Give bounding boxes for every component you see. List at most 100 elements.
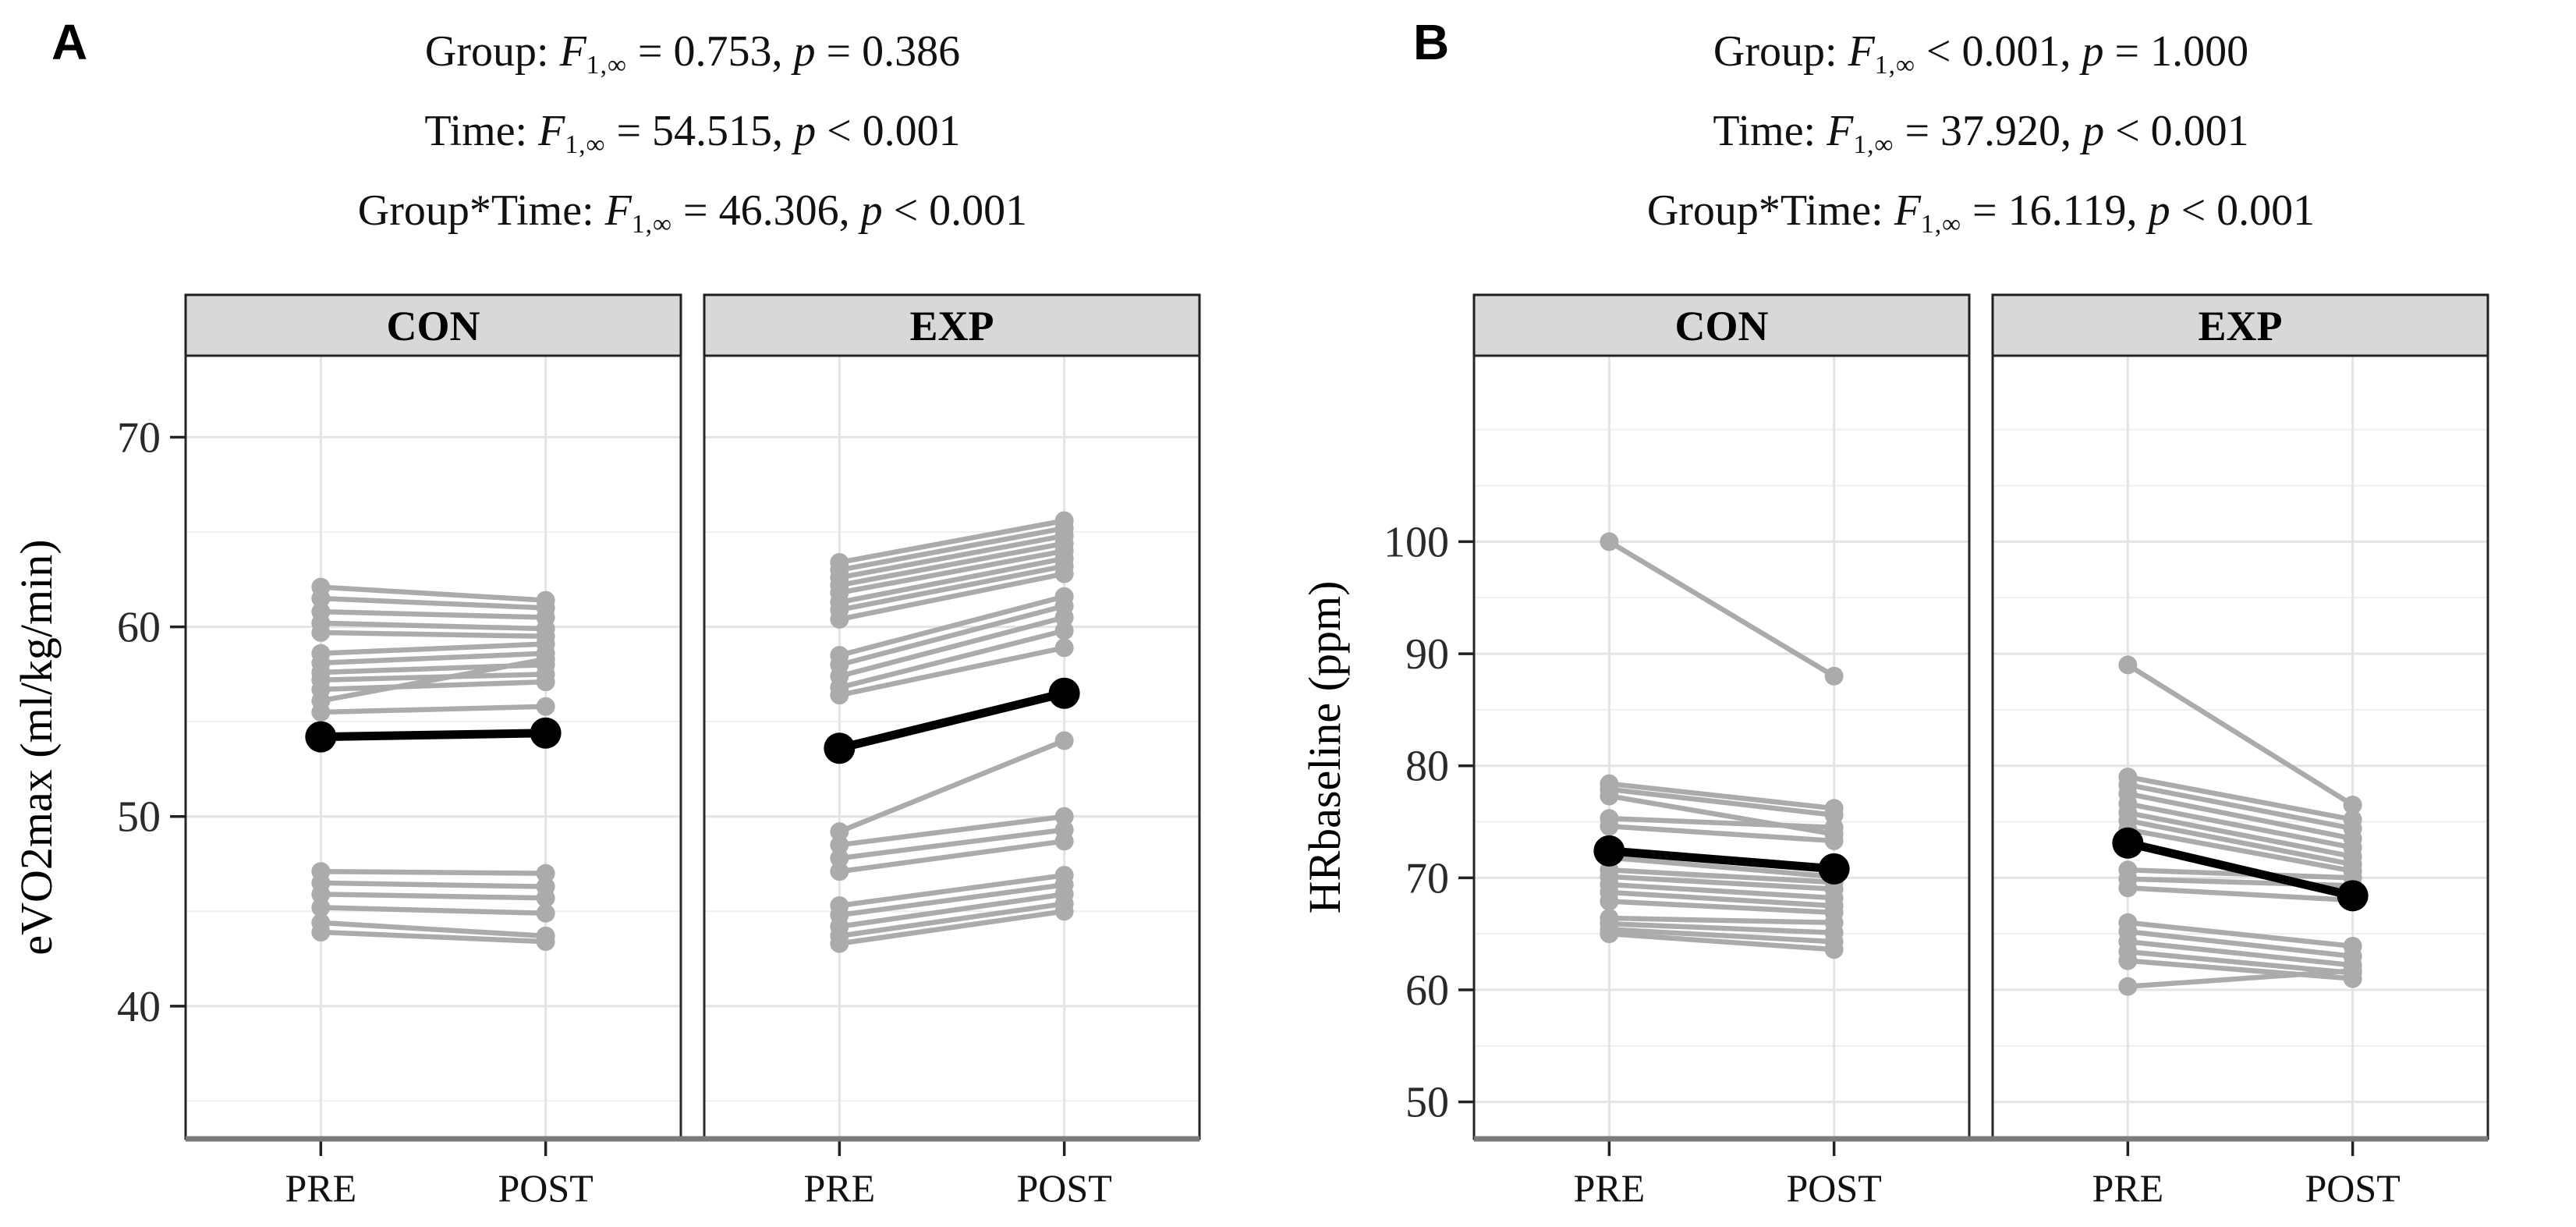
x-tick-label: PRE — [1574, 1166, 1646, 1210]
y-tick-label: 50 — [1405, 1079, 1449, 1127]
strip-label: EXP — [2199, 303, 2283, 349]
individual-line — [838, 563, 1065, 612]
individual-line — [838, 548, 1065, 596]
individual-line — [838, 645, 1065, 698]
individual-line — [2127, 810, 2354, 860]
individual-line — [838, 909, 1065, 946]
stats-line: Group*Time: F1,∞ = 46.306, p < 0.001 — [357, 186, 1028, 239]
stats-line: Time: F1,∞ = 54.515, p < 0.001 — [424, 107, 961, 160]
y-tick-label: 70 — [1405, 854, 1449, 903]
individual-point — [1824, 817, 1844, 837]
individual-line — [321, 868, 546, 876]
y-axis-title: eVO2max (ml/kg/min) — [11, 539, 62, 955]
individual-line — [2128, 920, 2353, 949]
individual-line — [2127, 782, 2354, 832]
panel-background — [704, 356, 1199, 1139]
individual-point — [830, 609, 849, 629]
individual-point — [311, 923, 331, 942]
facet-strip — [184, 293, 682, 357]
individual-line — [838, 827, 1065, 861]
panel-background — [186, 356, 681, 1139]
individual-line — [2126, 662, 2355, 807]
y-tick-label: 90 — [1405, 630, 1449, 679]
individual-point — [536, 672, 555, 692]
individual-point — [1054, 902, 1074, 921]
individual-line — [838, 603, 1065, 668]
individual-line — [1609, 927, 1834, 945]
individual-line — [838, 555, 1065, 605]
x-axis-line — [186, 1136, 1199, 1142]
panel-a-stats-block: Group: F1,∞ = 0.753, p = 0.386 Time: F1,∞… — [186, 19, 1199, 257]
individual-line — [2128, 885, 2353, 903]
mean-line — [2127, 839, 2354, 900]
panel-b-section: B Group: F1,∞ < 0.001, p = 1.000 Time: F1… — [1288, 0, 2576, 1227]
individual-line — [1609, 889, 1834, 909]
individual-line — [321, 608, 546, 620]
individual-line — [321, 641, 546, 656]
individual-line — [838, 541, 1065, 588]
x-tick-label: POST — [1017, 1166, 1112, 1210]
mean-point — [2337, 880, 2369, 912]
individual-line — [1609, 881, 1834, 901]
individual-line — [838, 615, 1065, 679]
mean-point — [1818, 853, 1850, 885]
individual-point — [830, 686, 849, 705]
panel-b-stats-block: Group: F1,∞ < 0.001, p = 1.000 Time: F1,∞… — [1474, 19, 2488, 257]
individual-line — [1609, 824, 1834, 844]
individual-point — [1600, 892, 1619, 911]
individual-point — [830, 835, 849, 855]
individual-line — [1609, 931, 1834, 952]
individual-line — [838, 518, 1065, 566]
mean-point — [305, 721, 337, 753]
facet-strip — [1472, 293, 1971, 357]
individual-line — [1608, 786, 1835, 818]
y-tick-label: 100 — [1384, 518, 1449, 566]
strip-label: CON — [1675, 303, 1769, 349]
individual-point — [311, 622, 331, 642]
y-axis-title: HRbaseline (ppm) — [1299, 581, 1350, 914]
individual-point — [1054, 621, 1074, 640]
individual-point — [536, 903, 555, 923]
mean-line — [1608, 846, 1835, 874]
individual-point — [1600, 786, 1619, 806]
individual-line — [2127, 827, 2354, 874]
individual-point — [2343, 795, 2362, 814]
mean-point — [530, 717, 562, 749]
individual-line — [321, 584, 546, 603]
mean-point — [824, 732, 856, 764]
mean-point — [1048, 677, 1080, 709]
individual-line — [321, 620, 546, 632]
individual-line — [321, 651, 546, 666]
individual-line — [321, 905, 546, 916]
plot-svg: CON PRE POST EXP PRE POST 50 60 70 80 90 100 HRbasel… — [1299, 293, 2489, 1210]
mean-line — [321, 729, 546, 742]
individual-line — [838, 901, 1065, 939]
x-tick-label: PRE — [804, 1166, 876, 1210]
strip-label: CON — [387, 303, 480, 349]
individual-line — [320, 656, 547, 704]
individual-line — [1609, 781, 1834, 811]
individual-line — [2127, 791, 2354, 842]
panel-background — [1474, 356, 1969, 1139]
individual-point — [1600, 532, 1619, 551]
x-tick-label: PRE — [285, 1166, 357, 1210]
individual-point — [311, 589, 331, 608]
individual-line — [1609, 815, 1834, 830]
individual-line — [1609, 867, 1834, 885]
panel-b-letter: B — [1413, 14, 1450, 70]
individual-point — [830, 862, 849, 881]
individual-point — [1054, 807, 1074, 826]
individual-line — [838, 533, 1065, 580]
individual-point — [830, 849, 849, 868]
individual-line — [321, 892, 546, 901]
individual-point — [1824, 940, 1844, 959]
individual-point — [311, 885, 331, 904]
individual-line — [2128, 867, 2353, 881]
y-tick-label: 50 — [117, 793, 161, 842]
panel-background — [1993, 356, 2488, 1139]
individual-point — [536, 697, 555, 716]
individual-line — [321, 679, 546, 693]
y-tick-label: 60 — [117, 604, 161, 652]
individual-point — [1054, 564, 1074, 583]
individual-point — [536, 932, 555, 952]
